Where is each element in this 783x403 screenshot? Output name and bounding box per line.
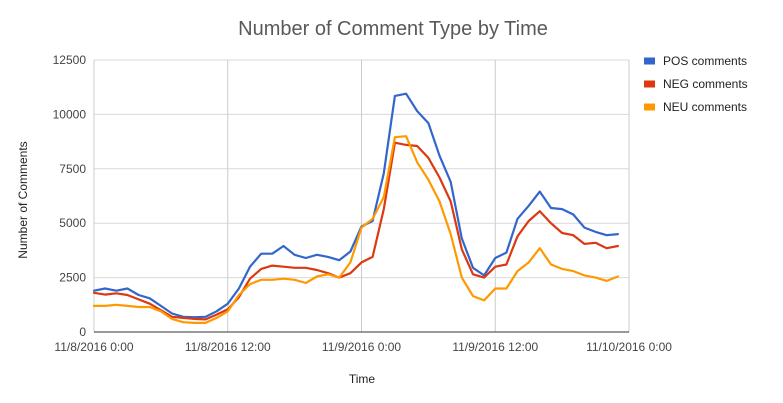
x-tick-label: 11/9/2016 0:00 — [322, 340, 402, 354]
y-tick-label: 2500 — [59, 271, 86, 285]
series-line-neu — [92, 135, 620, 324]
legend-label: NEU comments — [663, 100, 747, 114]
y-tick-label: 5000 — [59, 216, 86, 230]
y-tick-label: 10000 — [53, 107, 87, 121]
series-line-pos — [92, 92, 620, 319]
legend-label: NEG comments — [663, 77, 748, 91]
y-axis-label: Number of Comments — [16, 141, 30, 258]
chart-title: Number of Comment Type by Time — [238, 18, 548, 40]
y-tick-label: 7500 — [59, 162, 86, 176]
series-lines — [92, 92, 620, 324]
legend-swatch — [644, 57, 655, 65]
x-axis-ticks: 11/8/2016 0:00 11/8/2016 12:00 11/9/2016 0… — [54, 340, 672, 354]
y-axis-ticks: 0 2500 5000 7500 10000 12500 — [53, 53, 87, 339]
x-tick-label: 11/10/2016 0:00 — [586, 340, 672, 354]
x-tick-label: 11/9/2016 12:00 — [452, 340, 538, 354]
y-tick-label: 0 — [79, 325, 86, 339]
legend-swatch — [644, 80, 655, 88]
legend-label: POS comments — [663, 54, 747, 68]
x-tick-label: 11/8/2016 0:00 — [54, 340, 134, 354]
legend-swatch — [644, 103, 655, 111]
grid-lines — [93, 59, 630, 333]
x-axis-label: Time — [349, 372, 376, 386]
y-tick-label: 12500 — [53, 53, 87, 67]
legend: POS comments NEG comments NEU comments — [644, 54, 748, 114]
series-line-neg — [92, 141, 620, 321]
x-tick-label: 11/8/2016 12:00 — [185, 340, 271, 354]
